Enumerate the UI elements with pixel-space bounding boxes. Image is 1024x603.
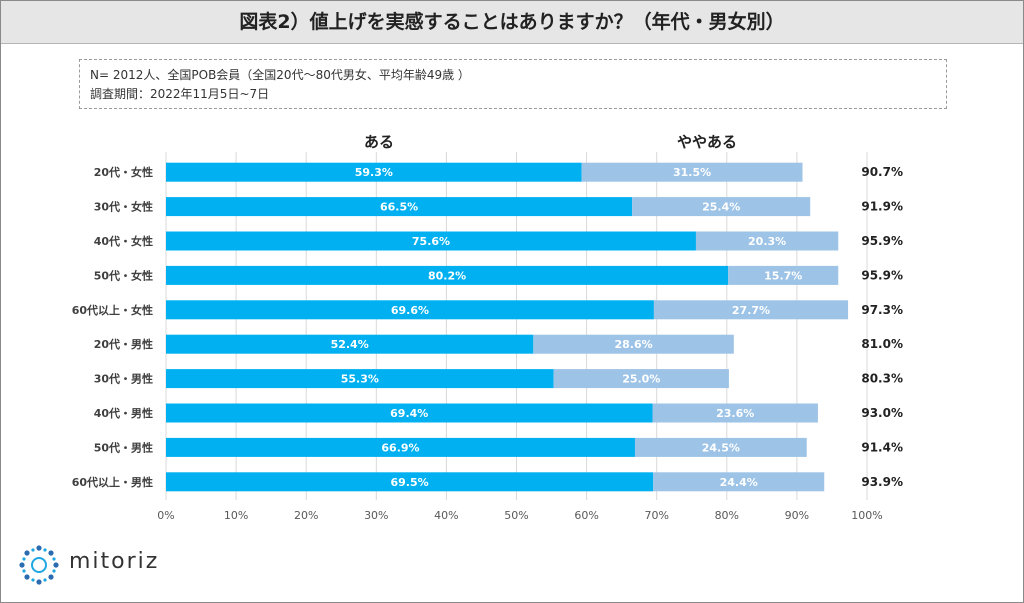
bar-yaya (652, 403, 818, 423)
x-tick-label: 30% (364, 509, 388, 522)
total-label: 95.9% (861, 268, 903, 282)
bar-aru (166, 403, 653, 423)
category-label: 30代・男性 (94, 372, 153, 386)
logo-text: mitoriz (69, 549, 160, 574)
bar-aru (166, 369, 554, 389)
total-label: 95.9% (861, 234, 903, 248)
data-label-yaya: 31.5% (673, 166, 711, 179)
data-label-yaya: 27.7% (732, 304, 770, 317)
x-tick-label: 50% (504, 509, 528, 522)
x-tick-label: 100% (851, 509, 882, 522)
total-label: 93.9% (861, 475, 903, 489)
data-label-yaya: 15.7% (764, 269, 802, 282)
chart-title: 図表2）値上げを実感することはありますか？（年代・男女別） (239, 11, 785, 33)
category-label: 30代・女性 (94, 200, 153, 214)
bar-aru (166, 162, 582, 182)
total-label: 90.7% (861, 165, 903, 179)
total-label: 80.3% (861, 372, 903, 386)
category-label: 40代・女性 (94, 234, 153, 248)
survey-note: N= 2012人、全国POB会員（全国20代～80代男女、平均年齢49歳 ） 調… (79, 59, 947, 109)
title-bar: 図表2）値上げを実感することはありますか？（年代・男女別） (1, 1, 1023, 44)
total-label: 91.4% (861, 440, 903, 454)
data-label-aru: 80.2% (428, 269, 466, 282)
category-label: 20代・女性 (94, 165, 153, 179)
data-label-aru: 59.3% (355, 166, 393, 179)
bar-yaya (634, 437, 807, 457)
x-tick-label: 0% (157, 509, 174, 522)
bar-aru (166, 300, 654, 320)
category-label: 40代・男性 (94, 406, 153, 420)
bar-aru (166, 265, 729, 285)
data-label-yaya: 24.5% (702, 441, 740, 454)
data-label-aru: 69.4% (390, 407, 428, 420)
bar-yaya (632, 197, 811, 217)
total-label: 93.0% (861, 406, 903, 420)
bar-yaya (653, 472, 825, 492)
x-tick-label: 90% (785, 509, 809, 522)
data-label-aru: 52.4% (331, 338, 369, 351)
logo-mark-icon (19, 545, 59, 585)
x-tick-label: 40% (434, 509, 458, 522)
company-logo: mitoriz (19, 545, 199, 585)
bar-yaya (695, 231, 839, 251)
bar-aru (166, 231, 696, 251)
data-label-aru: 69.5% (391, 476, 429, 489)
category-label: 60代以上・女性 (72, 303, 153, 317)
survey-period-note: 調査期間：2022年11月5日~7日 (90, 87, 270, 101)
data-label-yaya: 25.0% (622, 373, 660, 386)
bar-aru (166, 197, 633, 217)
data-label-yaya: 28.6% (614, 338, 652, 351)
total-label: 91.9% (861, 200, 903, 214)
x-tick-label: 80% (715, 509, 739, 522)
total-label: 81.0% (861, 337, 903, 351)
bar-yaya (581, 162, 803, 182)
total-label: 97.3% (861, 303, 903, 317)
data-label-yaya: 24.4% (720, 476, 758, 489)
x-tick-label: 20% (294, 509, 318, 522)
data-label-aru: 55.3% (341, 373, 379, 386)
category-label: 50代・男性 (94, 440, 153, 454)
data-label-aru: 66.9% (381, 441, 419, 454)
x-tick-label: 70% (644, 509, 668, 522)
data-label-aru: 69.6% (391, 304, 429, 317)
bar-aru (166, 472, 654, 492)
category-label: 20代・男性 (94, 337, 153, 351)
data-label-yaya: 20.3% (748, 235, 786, 248)
data-label-aru: 75.6% (412, 235, 450, 248)
x-tick-label: 60% (574, 509, 598, 522)
bar-yaya (553, 369, 729, 389)
legend-label-yaya: ややある (677, 133, 737, 151)
bar-yaya (728, 265, 839, 285)
category-label: 50代・女性 (94, 268, 153, 282)
survey-sample-note: N= 2012人、全国POB会員（全国20代～80代男女、平均年齢49歳 ） (90, 68, 470, 82)
bar-yaya (533, 334, 734, 354)
x-tick-label: 10% (224, 509, 248, 522)
bar-aru (166, 437, 635, 457)
bar-aru (166, 334, 534, 354)
bar-yaya (653, 300, 849, 320)
category-label: 60代以上・男性 (72, 475, 153, 489)
data-label-aru: 66.5% (380, 201, 418, 214)
data-label-yaya: 23.6% (716, 407, 754, 420)
legend-label-aru: ある (364, 133, 394, 151)
data-label-yaya: 25.4% (702, 201, 740, 214)
